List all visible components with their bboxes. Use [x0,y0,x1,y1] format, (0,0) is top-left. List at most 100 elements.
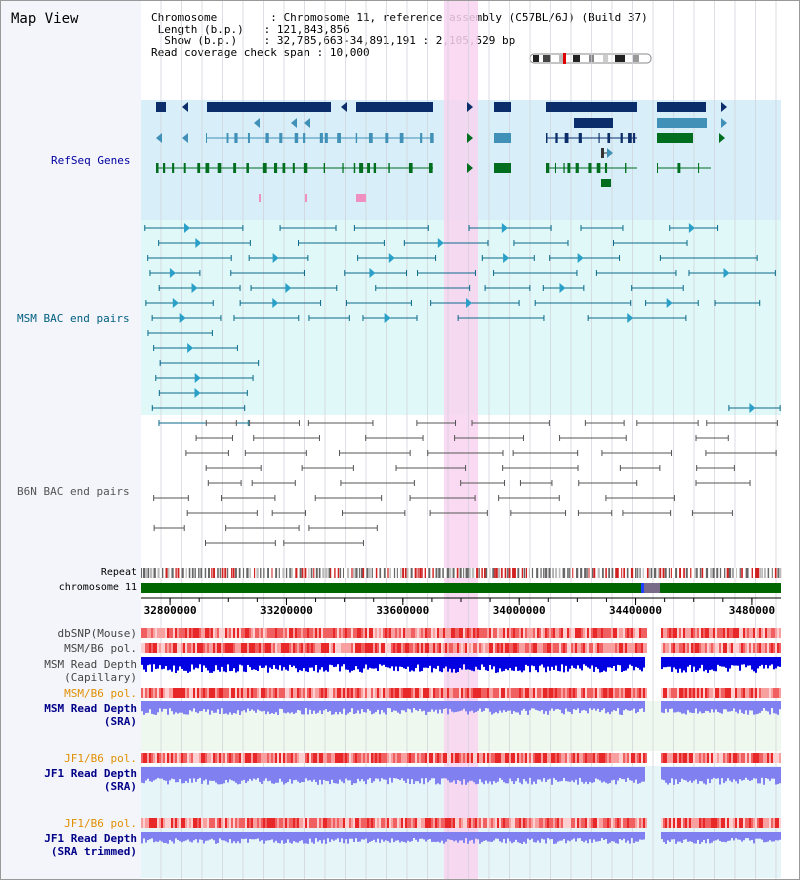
repeat-mark [512,568,515,578]
jf1-trim-depth [503,832,505,839]
jf1-sra-depth [499,767,501,778]
dbsnp-heat [237,628,239,638]
dbsnp-heat [441,628,443,638]
jf1-pol-heat [303,753,305,763]
jf1-sra-depth [733,767,735,780]
msm-pol-heat [331,643,333,653]
repeat-label[interactable]: Repeat [100,567,137,578]
msm-pol-sra-heat [587,688,589,698]
msm-capillary-depth [469,657,471,670]
jf1-sra-depth [561,767,563,782]
dbsnp-heat [693,628,695,638]
jf1-pol-trim-heat [481,818,483,828]
jf1-trim-depth [201,832,203,840]
msm-capillary-depth [441,657,443,673]
jf1-pol-trim-label[interactable]: JF1/B6 pol. [64,817,137,830]
msm-capillary-depth [365,657,367,665]
refseq-genes-label[interactable]: RefSeq Genes [51,154,131,167]
repeat-mark [485,568,488,578]
jf1-sra-depth [263,767,265,781]
msm-capillary-depth [253,657,255,670]
jf1-pol-trim-heat [143,818,145,828]
jf1-pol-heat [363,753,365,763]
msm-pol-sra-heat [421,688,423,698]
msm-sra-depth [643,701,645,712]
msm-depth-sra-label[interactable]: MSM Read Depth (SRA) [44,702,137,728]
dbsnp-heat [399,628,401,638]
msm-pol-heat [371,643,373,653]
jf1-trim-depth [677,832,679,842]
msm-capillary-depth [617,657,619,665]
msm-b6-pol-sra-label[interactable]: MSM/B6 pol. [64,687,137,700]
msm-sra-depth [673,701,675,713]
jf1-pol-trim-heat [685,818,687,828]
dbsnp-heat [523,628,525,638]
length-key: Length (b.p.) [151,22,257,36]
jf1-pol-trim-heat [403,818,405,828]
bac-arrow [272,253,279,263]
repeat-mark [468,568,471,578]
dbsnp-label[interactable]: dbSNP(Mouse) [57,627,137,640]
dbsnp-heat [601,628,603,638]
jf1-pol-trim-heat [771,818,773,828]
jf1-pol-heat [265,753,267,763]
track-label-panel [1,1,141,879]
jf1-trim-depth [495,832,497,839]
gene-exon [578,133,582,143]
jf1-trim-depth [525,832,527,844]
gene-exon [368,133,373,143]
msm-bac-label[interactable]: MSM BAC end pairs [17,312,130,325]
jf1-sra-depth [517,767,519,779]
jf1-trim-depth [275,832,277,841]
chromosome-ideogram[interactable] [529,53,653,65]
jf1-pol-heat [287,753,289,763]
msm-capillary-depth [391,657,393,667]
msm-pol-heat [449,643,451,653]
jf1-pol-heat [183,753,185,763]
msm-capillary-depth [763,657,765,669]
msm-sra-depth [181,701,183,713]
msm-capillary-depth [541,657,543,665]
msm-b6-pol-label[interactable]: MSM/B6 pol. [64,642,137,655]
jf1-pol-trim-heat [623,818,625,828]
msm-capillary-depth [239,657,241,665]
jf1-depth-label[interactable]: JF1 Read Depth (SRA) [44,767,137,793]
jf1-depth-trimmed-label[interactable]: JF1 Read Depth (SRA trimmed) [44,832,137,858]
msm-sra-depth [393,701,395,711]
msm-pol-heat [399,643,401,653]
chromosome-label[interactable]: chromosome 11 [58,582,137,593]
msm-pol-heat [437,643,439,653]
jf1-pol-label[interactable]: JF1/B6 pol. [64,752,137,765]
msm-sra-depth [481,701,483,712]
jf1-pol-trim-heat [373,818,375,828]
dbsnp-heat [749,628,751,638]
msm-capillary-depth [683,657,685,671]
jf1-pol-trim-heat [769,818,771,828]
jf1-sra-depth [703,767,705,784]
b6n-bac-label[interactable]: B6N BAC end pairs [17,485,130,498]
jf1-pol-trim-heat [555,818,557,828]
jf1-pol-trim-heat [425,818,427,828]
msm-sra-depth [457,701,459,712]
msm-capillary-depth [363,657,365,669]
dbsnp-heat [309,628,311,638]
jf1-pol-trim-heat [581,818,583,828]
jf1-pol-heat [669,753,671,763]
jf1-trim-depth [485,832,487,841]
jf1-pol-trim-heat [299,818,301,828]
dbsnp-heat [437,628,439,638]
msm-capillary-depth [401,657,403,667]
jf1-trim-depth [439,832,441,843]
axis-tick-label: 33600000 [376,604,429,617]
jf1-pol-heat [273,753,275,763]
jf1-pol-heat [661,753,663,763]
msm-depth-capillary-label[interactable]: MSM Read Depth (Capillary) [44,658,137,684]
dbsnp-heat [567,628,569,638]
repeat-mark [399,568,402,578]
jf1-pol-heat [703,753,705,763]
msm-pol-heat [695,643,697,653]
jf1-sra-depth [605,767,607,783]
jf1-pol-heat [705,753,707,763]
gene-exon [323,163,325,173]
